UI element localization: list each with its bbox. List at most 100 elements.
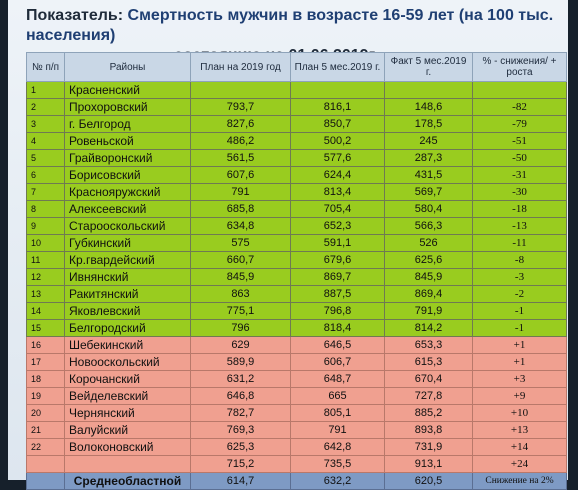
percent-cell: -13: [472, 217, 567, 235]
row-number: 3: [26, 115, 65, 133]
percent-cell: [472, 81, 567, 99]
percent-cell: -51: [472, 132, 567, 150]
table-row: 11 Кр.гвардейский 660,7 679,6 625,6 -8: [26, 251, 567, 269]
row-number: 17: [26, 353, 65, 371]
percent-cell: +10: [472, 404, 567, 422]
percent-cell: +1: [472, 336, 567, 354]
district-name: Яковлевский: [64, 302, 191, 320]
percent-cell: -11: [472, 234, 567, 252]
plan-year-cell: 625,3: [190, 438, 291, 456]
percent-cell: -31: [472, 166, 567, 184]
percent-cell: -8: [472, 251, 567, 269]
fact-5m-cell: 731,9: [384, 438, 473, 456]
plan-5m-cell: 665: [290, 387, 385, 405]
fact-5m-cell: 287,3: [384, 149, 473, 167]
header-district: Районы: [64, 52, 191, 82]
plan-year-cell: 793,7: [190, 98, 291, 116]
fact-5m-cell: 814,2: [384, 319, 473, 337]
fact-5m-cell: [384, 81, 473, 99]
title-main: Смертность мужчин в возрасте 16-59 лет (…: [26, 7, 554, 44]
plan-5m-cell: 591,1: [290, 234, 385, 252]
plan-year-cell: 629: [190, 336, 291, 354]
plan-year-cell: 769,3: [190, 421, 291, 439]
presentation-slide: Показатель: Смертность мужчин в возрасте…: [8, 0, 568, 490]
district-name: Корочанский: [64, 370, 191, 388]
row-number: [26, 455, 65, 473]
district-name: Валуйский: [64, 421, 191, 439]
plan-year-cell: 796: [190, 319, 291, 337]
table-row: 6 Борисовский 607,6 624,4 431,5 -31: [26, 166, 567, 184]
district-name: Ракитянский: [64, 285, 191, 303]
percent-cell: -79: [472, 115, 567, 133]
row-number: 12: [26, 268, 65, 286]
plan-5m-cell: 796,8: [290, 302, 385, 320]
plan-5m-cell: 805,1: [290, 404, 385, 422]
table-row: 9 Старооскольский 634,8 652,3 566,3 -13: [26, 217, 567, 235]
district-name: [64, 455, 191, 473]
district-name: Новооскольский: [64, 353, 191, 371]
row-number: 9: [26, 217, 65, 235]
district-name: Белгородский: [64, 319, 191, 337]
district-name: Старооскольский: [64, 217, 191, 235]
plan-year-cell: 660,7: [190, 251, 291, 269]
table-row: 2 Прохоровский 793,7 816,1 148,6 -82: [26, 98, 567, 116]
table-row: 4 Ровеньской 486,2 500,2 245 -51: [26, 132, 567, 150]
header-percent: % - снижения/ + роста: [472, 52, 567, 82]
plan-year-cell: 589,9: [190, 353, 291, 371]
table-row: 22 Волоконовский 625,3 642,8 731,9 +14: [26, 438, 567, 456]
percent-cell: -2: [472, 285, 567, 303]
district-name: Волоконовский: [64, 438, 191, 456]
row-number: 22: [26, 438, 65, 456]
plan-year-cell: 634,8: [190, 217, 291, 235]
fact-5m-cell: 245: [384, 132, 473, 150]
district-name: Прохоровский: [64, 98, 191, 116]
plan-year-cell: 575: [190, 234, 291, 252]
row-number: 5: [26, 149, 65, 167]
fact-5m-cell: 615,3: [384, 353, 473, 371]
header-plan-5m: План 5 мес.2019 г.: [290, 52, 385, 82]
row-number: 2: [26, 98, 65, 116]
total-plan-year: 614,7: [190, 472, 291, 490]
plan-year-cell: 685,8: [190, 200, 291, 218]
district-name: Вейделевский: [64, 387, 191, 405]
row-number: 11: [26, 251, 65, 269]
plan-year-cell: 486,2: [190, 132, 291, 150]
plan-5m-cell: 577,6: [290, 149, 385, 167]
percent-cell: -3: [472, 268, 567, 286]
plan-5m-cell: 705,4: [290, 200, 385, 218]
plan-year-cell: 646,8: [190, 387, 291, 405]
header-number: № п/п: [26, 52, 65, 82]
row-number: 1: [26, 81, 65, 99]
district-name: Красненский: [64, 81, 191, 99]
table-row: 19 Вейделевский 646,8 665 727,8 +9: [26, 387, 567, 405]
percent-cell: +14: [472, 438, 567, 456]
header-fact-5m: Факт 5 мес.2019 г.: [384, 52, 473, 82]
district-name: Шебекинский: [64, 336, 191, 354]
title-prefix: Показатель:: [26, 7, 124, 24]
plan-year-cell: [190, 81, 291, 99]
table-row: 21 Валуйский 769,3 791 893,8 +13: [26, 421, 567, 439]
table-row: 20 Чернянский 782,7 805,1 885,2 +10: [26, 404, 567, 422]
plan-5m-cell: 606,7: [290, 353, 385, 371]
row-number: 18: [26, 370, 65, 388]
fact-5m-cell: 566,3: [384, 217, 473, 235]
plan-year-cell: 631,2: [190, 370, 291, 388]
table-row: 16 Шебекинский 629 646,5 653,3 +1: [26, 336, 567, 354]
row-number: 19: [26, 387, 65, 405]
row-number: 4: [26, 132, 65, 150]
fact-5m-cell: 569,7: [384, 183, 473, 201]
total-name: Среднеобластной: [64, 472, 191, 490]
row-number: 16: [26, 336, 65, 354]
fact-5m-cell: 727,8: [384, 387, 473, 405]
percent-cell: -18: [472, 200, 567, 218]
percent-cell: +24: [472, 455, 567, 473]
plan-5m-cell: 818,4: [290, 319, 385, 337]
district-name: Грайворонский: [64, 149, 191, 167]
plan-year-cell: 845,9: [190, 268, 291, 286]
fact-5m-cell: 653,3: [384, 336, 473, 354]
district-name: Алексеевский: [64, 200, 191, 218]
fact-5m-cell: 885,2: [384, 404, 473, 422]
plan-5m-cell: 850,7: [290, 115, 385, 133]
fact-5m-cell: 670,4: [384, 370, 473, 388]
table-row: 10 Губкинский 575 591,1 526 -11: [26, 234, 567, 252]
